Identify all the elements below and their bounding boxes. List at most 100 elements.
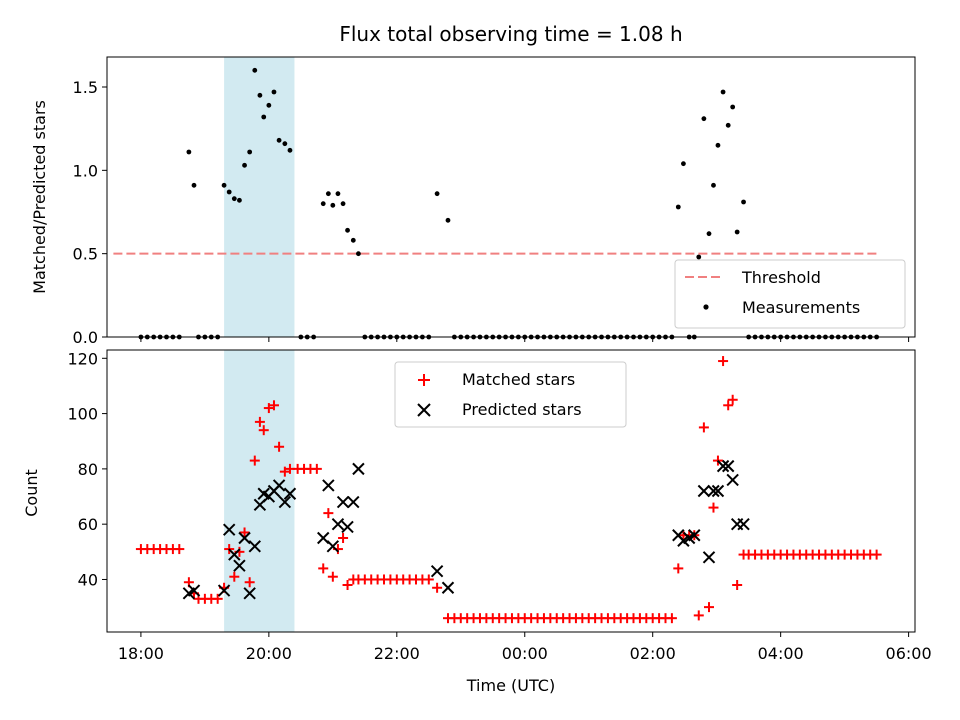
legend-measurements-swatch bbox=[703, 304, 709, 310]
matched-star-point bbox=[279, 466, 290, 477]
x-axis-label: Time (UTC) bbox=[466, 676, 555, 695]
matched-star-point bbox=[708, 502, 719, 513]
measurement-point bbox=[701, 116, 707, 122]
ratio-y-axis-label: Matched/Predicted stars bbox=[30, 100, 49, 294]
time-x-tick-label: 00:00 bbox=[502, 644, 548, 663]
measurement-point bbox=[287, 147, 293, 153]
matched-star-point bbox=[871, 549, 882, 560]
matched-star-point bbox=[318, 563, 329, 574]
predicted-star-point bbox=[441, 581, 455, 594]
matched-star-point bbox=[249, 455, 260, 466]
measurement-point bbox=[696, 254, 702, 260]
matched-star-point bbox=[693, 610, 704, 621]
matched-star-point bbox=[327, 571, 338, 582]
measurement-point bbox=[271, 89, 277, 95]
matched-star-point bbox=[423, 574, 434, 585]
predicted-star-point bbox=[248, 540, 261, 553]
measurement-point bbox=[335, 191, 341, 197]
time-x-tick-label: 18:00 bbox=[118, 644, 164, 663]
measurement-point bbox=[711, 182, 716, 188]
legend-matched-swatch bbox=[418, 374, 430, 386]
measurement-point bbox=[706, 231, 712, 237]
matched-star-point bbox=[258, 425, 269, 436]
predicted-star-point bbox=[326, 540, 340, 553]
measurement-point bbox=[345, 227, 350, 233]
measurement-point bbox=[221, 182, 227, 188]
matched-star-point bbox=[704, 602, 715, 613]
matched-star-point bbox=[268, 400, 279, 411]
predicted-star-point bbox=[721, 459, 735, 473]
matched-star-point bbox=[263, 403, 274, 414]
ratio-panel-frame bbox=[106, 56, 916, 338]
ratio-legend: Threshold Measurements bbox=[674, 259, 906, 329]
matched-star-point bbox=[432, 582, 443, 593]
time-x-tick-label: 02:00 bbox=[630, 644, 676, 663]
matched-star-point bbox=[274, 441, 285, 452]
predicted-star-point bbox=[726, 473, 739, 487]
predicted-star-point bbox=[430, 564, 444, 578]
predicted-star-point bbox=[697, 484, 711, 498]
count-y-axis-label: Count bbox=[22, 469, 41, 517]
matched-star-point bbox=[698, 422, 709, 433]
predicted-star-point bbox=[238, 531, 251, 545]
predicted-star-point bbox=[322, 479, 335, 492]
legend-measurements-label: Measurements bbox=[742, 298, 860, 317]
count-y-tick-label: 60 bbox=[78, 515, 98, 534]
legend-predicted-swatch bbox=[417, 403, 431, 417]
matched-star-point bbox=[323, 508, 334, 519]
predicted-star-point bbox=[233, 559, 246, 572]
matched-star-point bbox=[174, 544, 185, 555]
measurement-point bbox=[330, 202, 336, 208]
matched-star-point bbox=[732, 580, 743, 590]
ratio-y-tick-label: 1.0 bbox=[73, 161, 98, 180]
count-legend-box bbox=[394, 361, 627, 428]
ratio-legend-box bbox=[674, 259, 906, 329]
matched-star-point bbox=[212, 593, 223, 604]
predicted-star-point bbox=[331, 517, 345, 531]
matched-star-point bbox=[718, 356, 729, 367]
predicted-star-point bbox=[272, 479, 286, 492]
measurement-point bbox=[252, 67, 258, 73]
matched-star-point bbox=[342, 580, 353, 590]
measurement-point bbox=[730, 104, 736, 110]
ratio-x-ticks bbox=[140, 337, 910, 342]
observing-window-span-bottom bbox=[224, 350, 295, 632]
time-x-tick-label: 20:00 bbox=[246, 644, 292, 663]
ratio-y-axis: 0.0 0.5 1.0 1.5 bbox=[73, 78, 107, 347]
predicted-star-point bbox=[716, 459, 730, 473]
measurement-point bbox=[675, 204, 681, 210]
matched-star-point bbox=[311, 463, 322, 474]
measurement-point bbox=[734, 229, 740, 235]
matched-star-point bbox=[666, 613, 677, 624]
measurement-point bbox=[261, 114, 267, 120]
matched-star-point bbox=[727, 394, 738, 405]
measurement-point bbox=[715, 142, 721, 148]
ratio-y-tick-label: 1.5 bbox=[73, 78, 98, 97]
measurement-point bbox=[191, 182, 197, 188]
measurement-point bbox=[725, 122, 731, 128]
predicted-star-point bbox=[222, 523, 236, 536]
legend-predicted-label: Predicted stars bbox=[462, 400, 582, 419]
measurement-point bbox=[356, 251, 361, 257]
predicted-star-point bbox=[702, 551, 716, 564]
shaded-span-bottom bbox=[224, 350, 295, 632]
legend-matched-label: Matched stars bbox=[462, 370, 575, 389]
measurement-point bbox=[320, 201, 326, 207]
predicted-star-point bbox=[187, 584, 201, 597]
predicted-star-point bbox=[217, 584, 231, 597]
predicted-star-point bbox=[283, 487, 297, 500]
matched-star-point bbox=[229, 571, 240, 582]
count-legend: Matched stars Predicted stars bbox=[394, 361, 627, 428]
measurement-point bbox=[350, 237, 356, 243]
predicted-star-point bbox=[243, 587, 256, 600]
measurement-point bbox=[741, 199, 746, 205]
count-y-axis: 40 60 80 100 120 bbox=[67, 349, 107, 589]
time-x-tick-label: 04:00 bbox=[758, 644, 804, 663]
measurement-point bbox=[276, 137, 282, 143]
measurement-point bbox=[226, 189, 232, 195]
measurement-point bbox=[681, 161, 686, 167]
predicted-star-point bbox=[737, 517, 750, 531]
chart-title: Flux total observing time = 1.08 h bbox=[339, 22, 682, 46]
matched-star-point bbox=[673, 563, 684, 574]
